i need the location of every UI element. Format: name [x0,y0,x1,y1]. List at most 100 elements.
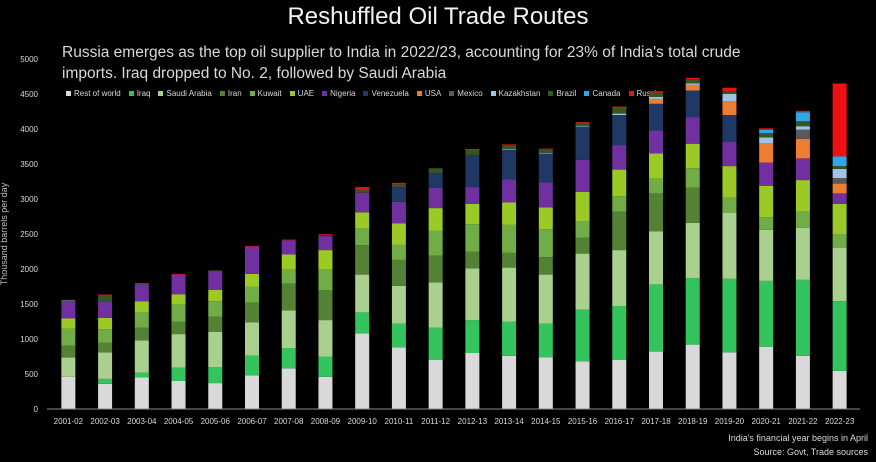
bar-segment-saudi-arabia [685,222,700,279]
bar-segment-russia [502,144,517,146]
bar-segment-uae [722,166,737,198]
x-tick-label: 2005-06 [201,417,231,426]
bar-segment-usa [759,143,774,163]
bar-segment-kazakhstan [538,152,553,154]
bar-segment-iran [245,302,259,323]
legend-item-brazil: Brazil [548,89,576,98]
legend-label: Saudi Arabia [166,89,212,98]
bar-segment-canada [795,112,810,122]
x-tick-label: 2019-20 [715,417,745,426]
legend-label: Rest of world [74,89,121,98]
bar-segment-rest-of-world [208,383,223,409]
legend-label: Canada [592,89,621,98]
bar-segment-iran [465,251,480,269]
bar-segment-iran [685,187,700,223]
x-tick-label: 2013-14 [494,417,524,426]
bar-segment-saudi-arabia [355,274,370,313]
bar-stack-2004-05 [171,273,186,409]
bar-segment-nigeria [428,187,443,209]
bar-segment-iraq [649,284,663,352]
bar-stack-2020-21 [759,128,774,409]
bar-segment-iraq [208,367,223,384]
bar-segment-nigeria [391,201,406,224]
bar-segment-russia [245,245,259,247]
bar-segment-mexico [795,129,810,139]
bar-segment-kuwait [759,217,774,230]
bar-segment-rest-of-world [171,381,186,409]
x-tick-label: 2002-03 [90,417,120,426]
legend-swatch [490,91,496,96]
bar-stack-2013-14 [502,144,517,409]
bar-segment-iraq [391,323,406,348]
bar-segment-saudi-arabia [98,352,113,379]
legend-item-uae: UAE [289,89,314,98]
bar-segment-venezuela [575,126,590,160]
bar-segment-saudi-arabia [649,231,663,285]
legend-swatch [584,91,590,96]
bar-segment-iran [171,321,186,335]
legend-swatch [363,91,369,96]
bar-segment-venezuela [502,150,517,180]
bar-segment-canada [759,129,774,134]
x-tick-label: 2006-07 [237,417,267,426]
bar-segment-iraq [281,348,296,369]
bar-segment-iraq [134,372,149,378]
bar-segment-brazil [795,121,810,127]
bar-segment-brazil [98,295,113,302]
legend-label: Russia [636,89,661,98]
y-tick-label: 2500 [20,230,38,239]
bar-segment-venezuela [428,173,443,188]
legend-label: Nigeria [330,89,356,98]
x-tick-label: 2020-21 [752,417,782,426]
bar-segment-kazakhstan [502,149,517,150]
bar-segment-kuwait [98,329,113,343]
bar-segment-nigeria [685,117,700,144]
bar-segment-saudi-arabia [208,332,223,367]
bar-stack-2014-15 [538,148,553,409]
y-tick-label: 2000 [20,265,38,274]
bar-segment-iraq [795,279,810,356]
legend-item-kazakhstan: Kazakhstan [490,89,541,98]
bar-segment-brazil [502,145,517,150]
bar-segment-kuwait [795,211,810,228]
bar-stack-2018-19 [685,77,700,409]
legend-label: Venezuela [371,89,409,98]
x-tick-label: 2022-23 [825,417,855,426]
bar-segment-rest-of-world [649,351,663,409]
bar-segment-uae [428,208,443,231]
y-tick-label: 5000 [20,55,38,64]
legend-label: Kuwait [257,89,282,98]
footnote-source: Source: Govt, Trade sources [753,447,868,457]
bar-segment-iran [134,327,149,341]
bar-stack-2010-11 [391,182,406,409]
legend-label: Mexico [457,89,483,98]
bar-segment-iran [502,252,517,268]
bar-segment-saudi-arabia [832,248,847,302]
bar-segment-russia [171,273,186,275]
legend-label: Iran [227,89,242,98]
bar-segment-brazil [391,184,406,188]
bar-segment-iran [575,237,590,254]
legend-item-rest-of-world: Rest of world [66,89,121,98]
bar-segment-nigeria [355,192,370,213]
x-tick-label: 2016-17 [605,417,635,426]
bar-segment-uae [465,203,480,225]
bar-segment-brazil [685,79,700,84]
bar-stack-2015-16 [575,122,590,409]
bar-segment-brazil [759,133,774,138]
bar-segment-saudi-arabia [795,227,810,280]
legend-label: USA [424,89,442,98]
bar-stack-2001-02 [61,299,76,409]
x-tick-label: 2003-04 [127,417,157,426]
legend-item-russia: Russia [628,89,661,98]
chart-title: Reshuffled Oil Trade Routes [287,3,589,30]
bar-segment-iraq [318,356,333,377]
bar-segment-kuwait [391,244,406,260]
bar-segment-iran [281,283,296,311]
bar-segment-nigeria [281,240,296,255]
bar-segment-uae [575,192,590,222]
bar-segment-usa [722,101,737,115]
legend-label: Kazakhstan [498,89,541,98]
bar-segment-nigeria [502,179,517,203]
bar-segment-rest-of-world [465,353,480,409]
